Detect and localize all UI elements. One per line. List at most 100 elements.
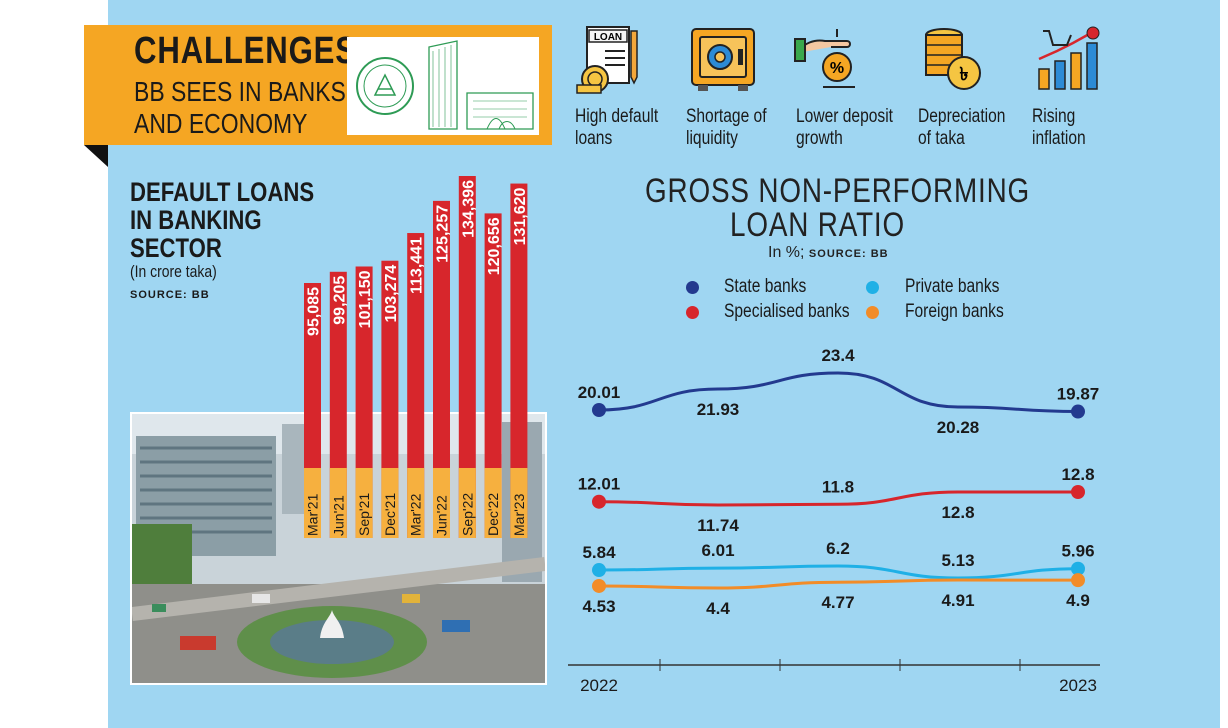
series-1-label-2: 11.8: [822, 477, 854, 496]
series-2-point-0: [592, 563, 606, 578]
legend-label-foreign-banks: Foreign banks: [905, 301, 1004, 322]
series-2-label-2: 6.2: [826, 539, 850, 558]
bar-6: [458, 176, 476, 538]
series-line-2: [598, 564, 1079, 580]
bar-label-band-2: [355, 468, 373, 538]
series-2-label-1: 6.01: [701, 541, 734, 560]
banner-title: CHALLENGES: [134, 30, 406, 73]
legend-label-private-banks: Private banks: [905, 276, 1000, 297]
svg-text:%: %: [830, 60, 844, 77]
rising-chart-cart-icon: [1033, 25, 1103, 95]
svg-text:LOAN: LOAN: [594, 32, 622, 43]
bar-category-label-2: Sep'21: [356, 493, 372, 536]
series-2-label-0: 5.84: [582, 543, 616, 562]
bar-category-label-1: Jun'21: [330, 495, 346, 536]
svg-text:৳: ৳: [960, 64, 969, 84]
bar-label-band-5: [433, 468, 450, 538]
series-line-1: [598, 490, 1078, 507]
bar-label-band-4: [407, 468, 425, 538]
bangladesh-bank-logo-icon: [356, 40, 534, 130]
series-1-point-4: [1071, 485, 1085, 499]
series-3-label-1: 4.4: [706, 599, 730, 618]
series-3-point-4: [1071, 573, 1085, 588]
series-1-point-0: [592, 494, 606, 509]
bar-category-label-7: Dec'22: [485, 493, 501, 536]
bar-category-label-0: Mar'21: [305, 493, 321, 536]
bar-category-label-3: Dec'21: [382, 493, 398, 536]
banner-subtitle-line1: BB SEES IN BANKS: [134, 76, 392, 108]
bar-label-band-6: [458, 468, 476, 538]
series-1-label-4: 12.8: [1061, 465, 1094, 484]
banner-subtitle-line2: AND ECONOMY: [134, 108, 346, 140]
bar-value-label-6: 134,396: [460, 180, 477, 238]
series-3-label-0: 4.53: [582, 597, 615, 616]
bar-value-label-1: 99,205: [331, 276, 348, 325]
bar-value-label-5: 125,257: [435, 205, 452, 263]
bar-label-band-0: [304, 468, 321, 538]
banner-fold: [84, 145, 108, 167]
bar-value-label-4: 113,441: [409, 237, 426, 294]
bangladesh-bank-logo-photo: [347, 37, 539, 135]
bar-value-label-0: 95,085: [306, 287, 323, 336]
challenge-label-high-default-loans: High default loans: [575, 106, 659, 149]
bar-label-band-1: [329, 468, 347, 538]
series-0-point-0: [592, 403, 606, 417]
bar-category-label-4: Mar'22: [408, 493, 424, 536]
x-tick-label-2022: 2022: [580, 676, 618, 695]
series-line-0: [598, 371, 1079, 414]
series-2-point-4: [1071, 561, 1085, 576]
bar-7: [484, 213, 502, 539]
series-0-label-2: 23.4: [821, 346, 855, 365]
safe-vault-icon: [688, 25, 758, 95]
series-3-label-4: 4.9: [1066, 591, 1090, 610]
challenge-label-lower-deposit-growth: Lower deposit growth: [796, 106, 894, 149]
legend-dot-foreign-banks: [866, 306, 879, 319]
series-0-label-1: 21.93: [697, 400, 740, 419]
legend-label-state-banks: State banks: [724, 276, 807, 297]
loan-document-icon: LOAN: [575, 25, 645, 95]
challenge-label-rising-inflation: Rising inflation: [1032, 106, 1086, 149]
bar-chart-title: DEFAULT LOANS IN BANKING SECTOR: [130, 177, 315, 263]
bar-chart-unit: (In crore taka): [130, 262, 217, 281]
series-0-point-4: [1071, 404, 1085, 419]
challenge-label-shortage-of-liquidity: Shortage of liquidity: [686, 106, 767, 149]
line-chart-title-line2: LOAN RATIO: [730, 206, 905, 244]
bar-category-label-8: Mar'23: [511, 493, 527, 536]
bar-category-label-5: Jun'22: [434, 495, 450, 536]
x-tick-label-2023: 2023: [1059, 676, 1097, 695]
series-3-label-2: 4.77: [821, 593, 854, 612]
taka-coin-stack-icon: ৳: [920, 25, 990, 95]
banner-subtitle-line2-text: AND ECONOMY: [134, 108, 308, 139]
bar-value-label-2: 101,150: [357, 270, 374, 328]
series-3-label-3: 4.91: [941, 591, 974, 610]
series-line-3: [598, 578, 1079, 590]
legend-dot-state-banks: [686, 281, 699, 294]
bar-8: [510, 183, 528, 538]
series-0-label-3: 20.28: [937, 418, 980, 437]
legend-dot-specialised-banks: [686, 306, 699, 319]
series-0-label-4: 19.87: [1057, 385, 1100, 404]
series-0-label-0: 20.01: [578, 383, 621, 402]
bar-value-label-3: 103,274: [383, 265, 400, 323]
bar-category-label-6: Sep'22: [459, 493, 475, 536]
banner-subtitle-line1-text: BB SEES IN BANKS: [134, 76, 346, 107]
hand-coin-deposit-icon: %: [793, 25, 863, 95]
bar-5: [433, 200, 450, 538]
banner-title-text: CHALLENGES: [134, 30, 357, 72]
series-1-label-1: 11.74: [697, 516, 739, 535]
bar-value-label-8: 131,620: [512, 187, 529, 245]
line-chart-source: SOURCE: BB: [808, 248, 889, 260]
bar-chart-source: SOURCE: BB: [130, 289, 210, 301]
bar-label-band-7: [484, 468, 502, 538]
bar-value-label-7: 120,656: [486, 217, 503, 275]
series-2-label-3: 5.13: [941, 551, 974, 570]
line-chart-title-line1: GROSS NON-PERFORMING: [645, 172, 1031, 210]
challenge-label-depreciation-of-taka: Depreciation of taka: [918, 106, 1006, 149]
legend-dot-private-banks: [866, 281, 879, 294]
bar-label-band-3: [381, 468, 399, 538]
series-2-label-4: 5.96: [1061, 542, 1094, 561]
series-1-label-0: 12.01: [578, 475, 621, 494]
series-1-label-3: 12.8: [941, 503, 974, 522]
